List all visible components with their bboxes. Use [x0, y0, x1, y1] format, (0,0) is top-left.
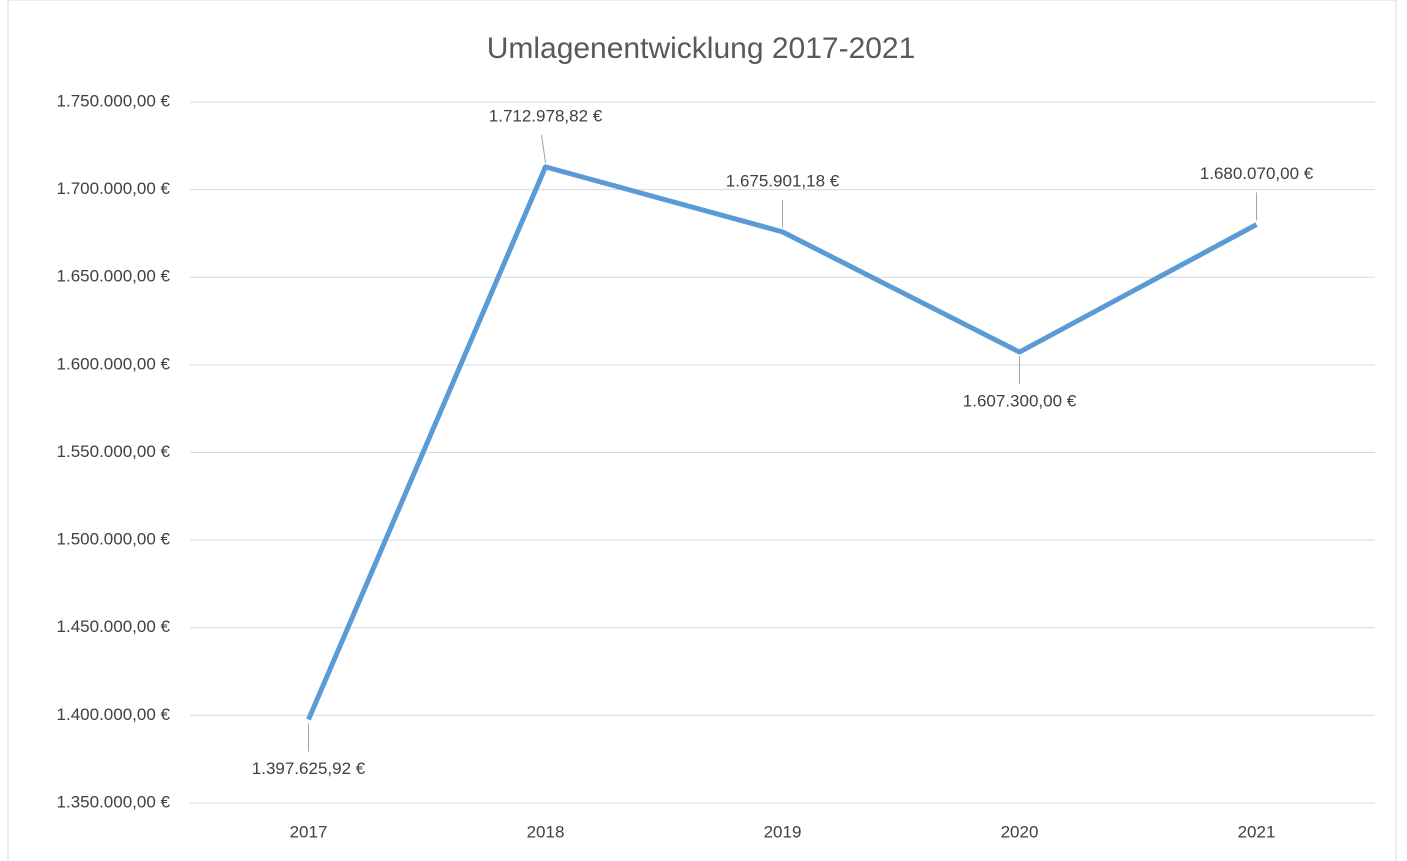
data-label: 1.680.070,00 €	[1200, 164, 1314, 183]
y-tick-label: 1.350.000,00 €	[57, 792, 171, 811]
y-tick-label: 1.750.000,00 €	[57, 91, 171, 110]
x-tick-label: 2021	[1238, 822, 1276, 841]
y-tick-label: 1.550.000,00 €	[57, 442, 171, 461]
x-tick-label: 2018	[527, 822, 565, 841]
chart-border	[7, 0, 1397, 861]
y-tick-label: 1.400.000,00 €	[57, 705, 171, 724]
y-tick-label: 1.650.000,00 €	[57, 267, 171, 286]
y-tick-label: 1.450.000,00 €	[57, 617, 171, 636]
data-label: 1.675.901,18 €	[726, 171, 840, 190]
x-tick-label: 2020	[1001, 822, 1039, 841]
data-label: 1.712.978,82 €	[489, 106, 603, 125]
data-label: 1.607.300,00 €	[963, 392, 1077, 411]
x-tick-label: 2017	[290, 822, 328, 841]
y-tick-label: 1.700.000,00 €	[57, 179, 171, 198]
y-tick-label: 1.600.000,00 €	[57, 354, 171, 373]
x-tick-label: 2019	[764, 822, 802, 841]
data-line	[306, 164, 1258, 721]
chart-title: Umlagenentwicklung 2017-2021	[487, 32, 916, 65]
leader-line	[541, 134, 546, 163]
data-label: 1.397.625,92 €	[252, 759, 366, 778]
y-tick-label: 1.500.000,00 €	[57, 530, 171, 549]
